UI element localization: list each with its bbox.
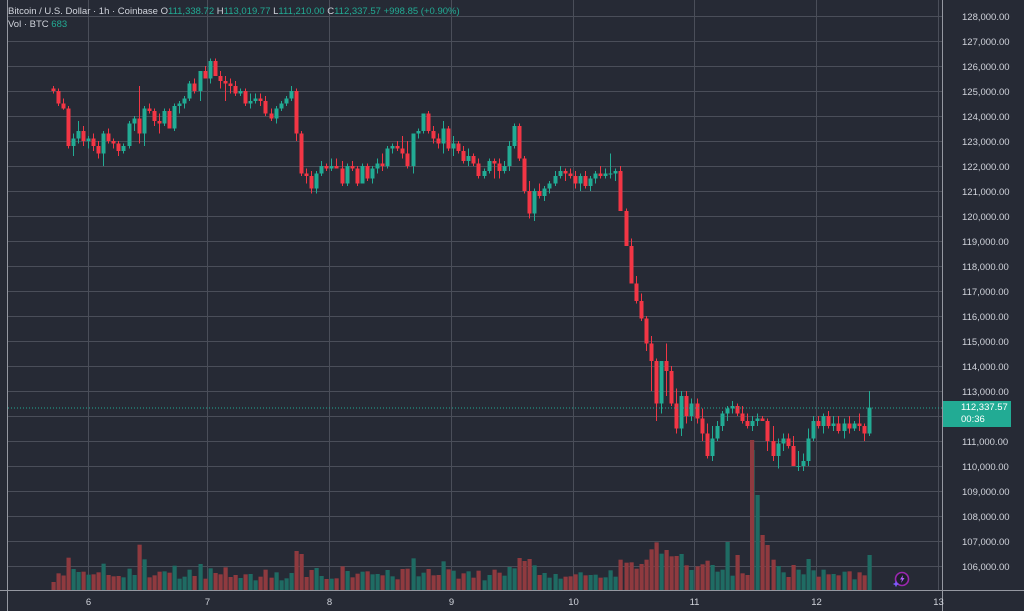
lightning-bolt-icon[interactable] — [892, 571, 910, 589]
price-tick-label: 122,000.00 — [962, 162, 1010, 173]
price-tick-label: 117,000.00 — [962, 287, 1009, 298]
price-tick-label: 106,000.00 — [962, 562, 1010, 573]
price-tick-label: 120,000.00 — [962, 212, 1010, 223]
time-tick-label: 8 — [327, 597, 332, 608]
price-candles — [51, 58, 872, 471]
last-price-tag: 112,337.57 00:36 — [943, 401, 1011, 427]
open-value: 111,338.72 — [167, 6, 215, 17]
time-tick-label: 11 — [690, 597, 700, 608]
time-tick-label: 12 — [811, 597, 822, 608]
price-tick-label: 126,000.00 — [962, 62, 1010, 73]
symbol-title[interactable]: Bitcoin / U.S. Dollar · 1h · Coinbase — [8, 6, 158, 17]
price-tick-label: 125,000.00 — [962, 87, 1010, 98]
price-tick-label: 119,000.00 — [962, 237, 1009, 248]
price-tick-label: 113,000.00 — [962, 387, 1009, 398]
time-tick-label: 9 — [449, 597, 454, 608]
time-tick-label: 7 — [205, 597, 210, 608]
last-price-value: 112,337.57 — [961, 402, 1008, 413]
time-axis[interactable]: 6 7 8 9 10 11 12 13 — [86, 597, 944, 608]
price-tick-label: 118,000.00 — [962, 262, 1009, 273]
chart-legend: Bitcoin / U.S. Dollar · 1h · Coinbase O1… — [8, 5, 460, 31]
high-value: 113,019.77 — [223, 6, 271, 17]
price-tick-label: 111,000.00 — [962, 437, 1008, 448]
price-tick-label: 110,000.00 — [962, 462, 1009, 473]
time-tick-label: 6 — [86, 597, 91, 608]
volume-value: 683 — [51, 19, 68, 30]
price-axis[interactable]: 128,000.00 127,000.00 126,000.00 125,000.00… — [962, 12, 1010, 573]
time-tick-label: 13 — [933, 597, 944, 608]
volume-row: Vol · BTC 683 — [8, 18, 460, 31]
price-tick-label: 108,000.00 — [962, 512, 1010, 523]
low-value: 111,210.00 — [278, 6, 325, 17]
time-tick-label: 10 — [568, 597, 579, 608]
price-tick-label: 109,000.00 — [962, 487, 1010, 498]
price-tick-label: 127,000.00 — [962, 37, 1010, 48]
close-value: 112,337.57 — [334, 6, 381, 17]
price-tick-label: 114,000.00 — [962, 362, 1009, 373]
ohlc-row: Bitcoin / U.S. Dollar · 1h · Coinbase O1… — [8, 6, 460, 17]
price-tick-label: 107,000.00 — [962, 537, 1010, 548]
bar-countdown: 00:36 — [961, 414, 985, 425]
price-tick-label: 116,000.00 — [962, 312, 1009, 323]
price-tick-label: 128,000.00 — [962, 12, 1010, 23]
price-tick-label: 121,000.00 — [962, 187, 1010, 198]
volume-label[interactable]: Vol · BTC — [8, 19, 49, 30]
price-tick-label: 123,000.00 — [962, 137, 1010, 148]
volume-bars — [51, 440, 872, 590]
change-value: +998.85 (+0.90%) — [383, 6, 460, 17]
price-tick-label: 115,000.00 — [962, 337, 1009, 348]
price-tick-label: 124,000.00 — [962, 112, 1010, 123]
grid-lines — [8, 0, 942, 590]
